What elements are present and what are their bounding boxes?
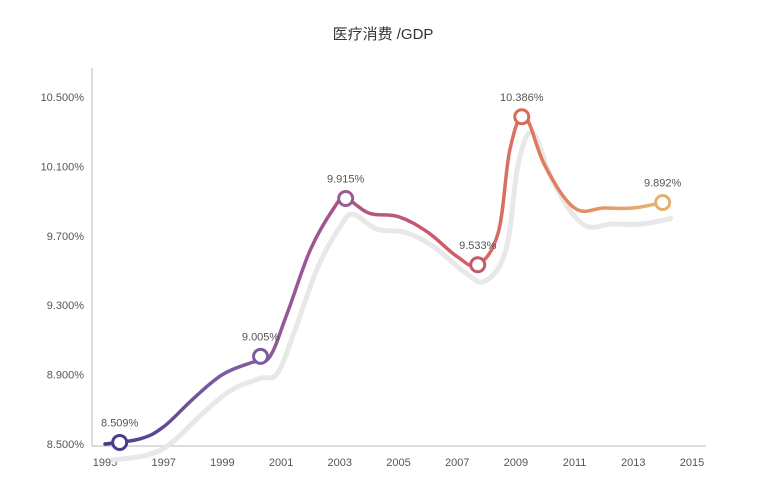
series-shadow — [110, 129, 674, 463]
x-axis-ticks: 1995 1997 1999 2001 2003 2005 2007 2009 2011 2013… — [93, 457, 704, 469]
y-tick-label: 10.100% — [41, 161, 85, 173]
data-labels: 8.509% 9.005% 9.915% 9.533% 10.386% 9.892% — [101, 92, 682, 430]
y-tick-label: 10.500% — [41, 92, 85, 104]
data-label: 9.892% — [644, 177, 682, 189]
y-tick-label: 8.900% — [47, 370, 85, 382]
y-tick-label: 9.700% — [47, 231, 85, 243]
data-label: 9.533% — [459, 240, 497, 252]
x-tick-label: 1997 — [151, 457, 175, 469]
x-tick-label: 2005 — [386, 457, 410, 469]
shadow-line — [110, 129, 674, 463]
y-axis-ticks: 8.500% 8.900% 9.300% 9.700% 10.100% 10.500% — [41, 92, 85, 451]
x-tick-label: 1999 — [210, 457, 234, 469]
series-line — [103, 114, 665, 446]
data-label: 8.509% — [101, 417, 139, 429]
chart-title: 医疗消费 /GDP — [333, 26, 434, 43]
x-tick-label: 2013 — [621, 457, 645, 469]
y-tick-label: 9.300% — [47, 300, 85, 312]
x-tick-label: 2015 — [680, 457, 704, 469]
series-lines — [103, 114, 665, 446]
data-point-marker — [654, 193, 672, 211]
data-point-marker — [252, 347, 270, 365]
data-label: 9.915% — [327, 173, 365, 185]
data-point-marker — [513, 108, 531, 126]
data-point-marker — [337, 189, 355, 207]
data-label: 10.386% — [500, 92, 544, 104]
x-tick-label: 2007 — [445, 457, 469, 469]
x-tick-label: 2011 — [563, 457, 587, 469]
x-tick-label: 2001 — [269, 457, 293, 469]
axes — [91, 68, 706, 447]
data-point-marker — [111, 433, 129, 451]
x-tick-label: 2009 — [504, 457, 528, 469]
y-tick-label: 8.500% — [47, 439, 85, 451]
data-markers — [111, 108, 672, 451]
data-point-marker — [469, 256, 487, 274]
data-label: 9.005% — [242, 331, 280, 343]
x-tick-label: 2003 — [328, 457, 352, 469]
